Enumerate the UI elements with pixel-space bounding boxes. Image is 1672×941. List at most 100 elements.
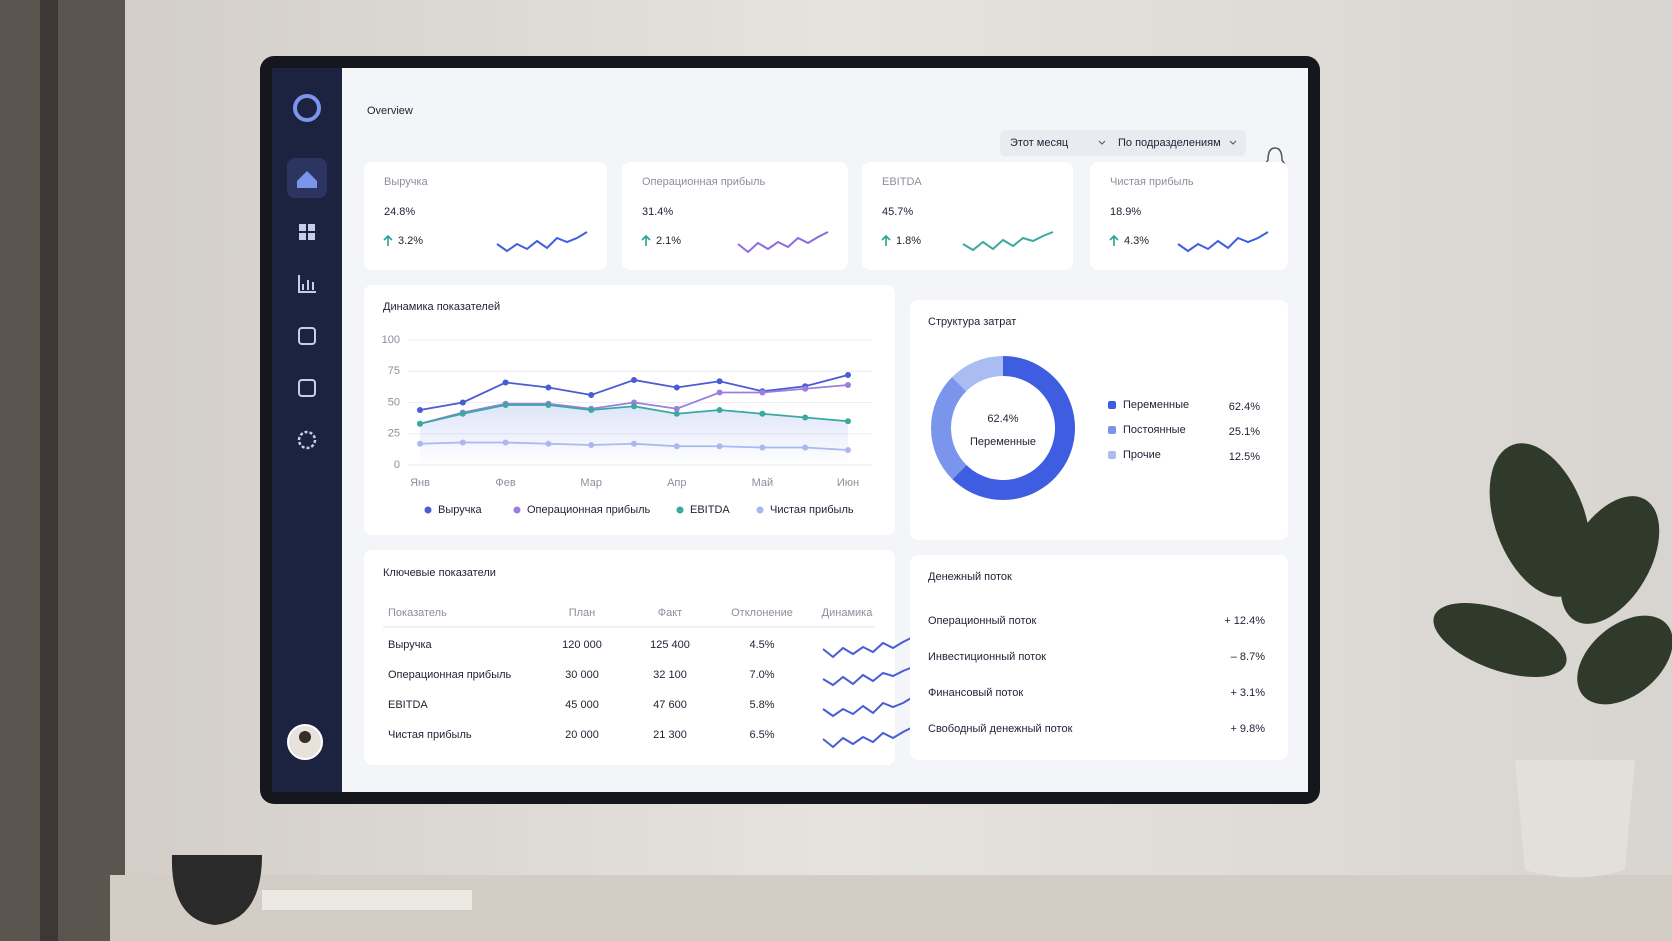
plant-pot bbox=[1515, 760, 1635, 878]
chevron bbox=[1229, 140, 1237, 145]
nav-settings[interactable] bbox=[297, 430, 317, 450]
legend-value: 62.4% bbox=[1229, 401, 1260, 413]
donut-segment bbox=[931, 377, 967, 480]
legend-value: 25.1% bbox=[1229, 426, 1260, 438]
sparkline bbox=[822, 666, 914, 687]
table-cell: 6.5% bbox=[749, 729, 774, 741]
kpi-label: Операционная прибыль bbox=[642, 176, 766, 188]
sparkline bbox=[822, 726, 914, 749]
up-arrow bbox=[383, 234, 393, 246]
table-cell: 20 000 bbox=[565, 729, 599, 741]
filter[interactable] bbox=[1000, 130, 1115, 156]
sparkline bbox=[737, 231, 829, 254]
point bbox=[545, 402, 552, 408]
kpi-change: 2.1% bbox=[656, 235, 681, 247]
nav-charts[interactable] bbox=[298, 275, 316, 293]
wood-panel bbox=[0, 0, 125, 941]
nav-box[interactable] bbox=[298, 379, 316, 397]
x-tick-label: Июн bbox=[837, 477, 859, 489]
card bbox=[910, 555, 1288, 760]
card bbox=[862, 162, 1073, 270]
card bbox=[1090, 162, 1288, 270]
nav-grid[interactable] bbox=[299, 224, 315, 240]
chevron bbox=[1098, 140, 1106, 145]
notifications[interactable] bbox=[1264, 147, 1286, 164]
filter[interactable] bbox=[1108, 130, 1246, 156]
table-cell: 47 600 bbox=[653, 699, 687, 711]
point bbox=[716, 389, 723, 396]
table-header: Факт bbox=[658, 607, 682, 619]
y-tick-label: 50 bbox=[388, 396, 400, 408]
point bbox=[631, 403, 637, 410]
kpi-label: Чистая прибыль bbox=[1110, 176, 1194, 188]
point bbox=[459, 399, 466, 406]
chart-title: Динамика показателей bbox=[383, 301, 500, 313]
cash-label: Операционный поток bbox=[928, 615, 1037, 627]
point bbox=[845, 382, 851, 388]
table-cell: 7.0% bbox=[749, 669, 774, 681]
sparkline bbox=[822, 636, 914, 659]
y-tick-label: 0 bbox=[394, 459, 400, 471]
logo bbox=[293, 94, 321, 122]
y-tick-label: 100 bbox=[382, 334, 400, 346]
point bbox=[502, 379, 509, 386]
legend-swatch bbox=[676, 506, 684, 514]
legend-label: Переменные bbox=[1123, 399, 1189, 411]
point bbox=[759, 444, 766, 451]
sparkline bbox=[1177, 231, 1269, 253]
card bbox=[364, 162, 607, 270]
x-tick-label: Май bbox=[752, 477, 774, 489]
table-cell: 120 000 bbox=[562, 639, 602, 651]
wood-edge bbox=[40, 0, 58, 941]
point bbox=[417, 440, 423, 447]
legend-label: Выручка bbox=[438, 504, 483, 516]
kpi-change: 3.2% bbox=[398, 235, 423, 247]
point bbox=[588, 392, 595, 398]
point bbox=[673, 443, 680, 450]
table-cell: 5.8% bbox=[749, 699, 774, 711]
x-tick-label: Фев bbox=[495, 477, 515, 489]
legend-swatch bbox=[424, 506, 432, 514]
avatar-face bbox=[299, 731, 311, 743]
point bbox=[417, 407, 423, 413]
table-cell: 4.5% bbox=[749, 639, 774, 651]
vase bbox=[171, 855, 262, 925]
books bbox=[262, 890, 472, 910]
x-tick-label: Мар bbox=[580, 477, 602, 489]
table-header: Отклонение bbox=[731, 607, 793, 619]
point bbox=[716, 378, 723, 385]
point bbox=[759, 389, 766, 396]
y-tick-label: 25 bbox=[388, 428, 400, 440]
point bbox=[802, 385, 809, 392]
cash-label: Финансовый поток bbox=[928, 687, 1023, 699]
table-cell: Операционная прибыль bbox=[388, 669, 512, 681]
point bbox=[545, 384, 552, 391]
point bbox=[673, 410, 680, 417]
donut-center-label: Переменные bbox=[970, 436, 1036, 448]
legend-swatch bbox=[513, 506, 521, 514]
point bbox=[631, 440, 637, 447]
donut-segment bbox=[952, 356, 1003, 392]
point bbox=[845, 418, 851, 425]
cash-value: + 3.1% bbox=[1230, 687, 1265, 699]
cash-value: + 9.8% bbox=[1230, 723, 1265, 735]
filter-label: По подразделениям bbox=[1118, 137, 1221, 149]
legend-swatch bbox=[756, 506, 764, 514]
up-arrow bbox=[641, 234, 651, 246]
point bbox=[802, 444, 809, 451]
table-header: План bbox=[569, 607, 596, 619]
table-cell: 21 300 bbox=[653, 729, 687, 741]
y-tick-label: 75 bbox=[388, 365, 400, 377]
nav-wallet[interactable] bbox=[298, 327, 316, 345]
nav-home[interactable] bbox=[297, 171, 317, 188]
cash-label: Инвестиционный поток bbox=[928, 651, 1046, 663]
legend-swatch bbox=[1108, 451, 1116, 459]
kpi-change: 4.3% bbox=[1124, 235, 1149, 247]
card bbox=[364, 550, 895, 765]
point bbox=[716, 443, 723, 450]
point bbox=[631, 377, 637, 383]
x-tick-label: Апр bbox=[667, 477, 686, 489]
point bbox=[802, 414, 809, 421]
area bbox=[420, 405, 848, 465]
